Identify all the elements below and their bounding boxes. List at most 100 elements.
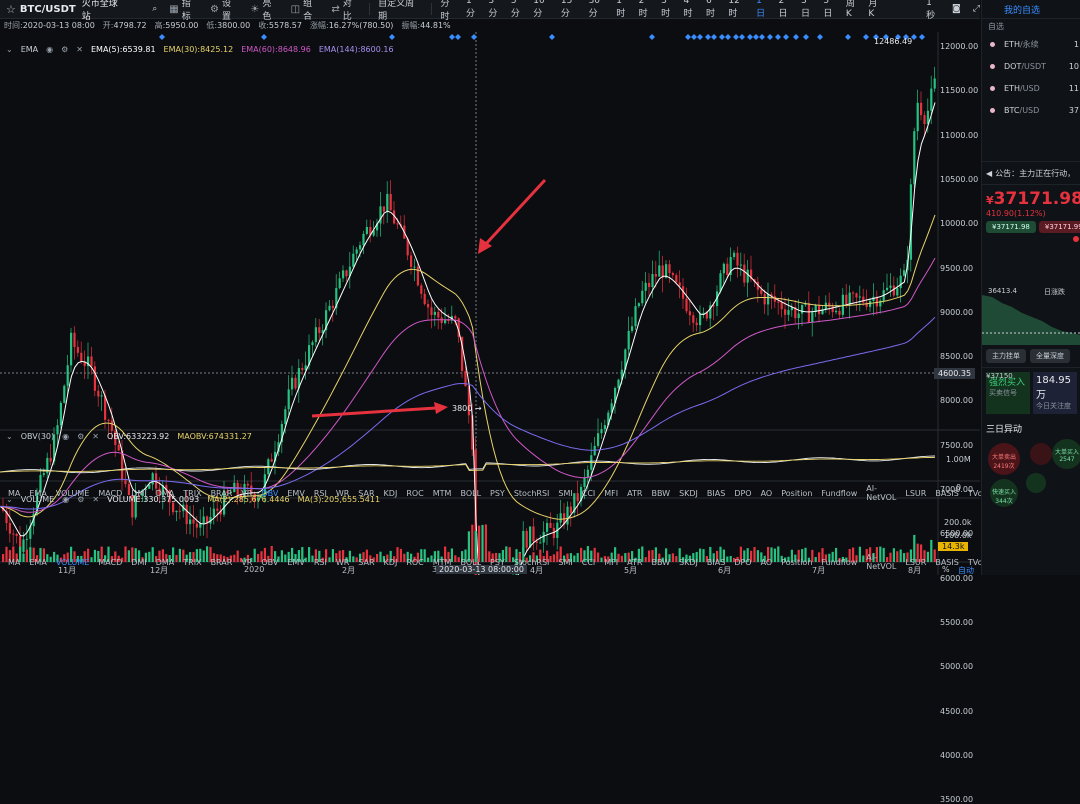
indicator-tab[interactable]: BOLL bbox=[460, 488, 482, 498]
watchlist-item[interactable]: DOT/USDT 10 bbox=[982, 55, 1080, 77]
indicator-tab[interactable]: ROC bbox=[406, 488, 424, 498]
fullscreen-icon[interactable]: ⤢ bbox=[972, 4, 980, 14]
symbol-label[interactable]: BTC/USDT bbox=[19, 3, 76, 15]
price-chart[interactable] bbox=[0, 32, 980, 575]
toolbar-indicator-button[interactable]: ▦ 指标 bbox=[169, 0, 198, 22]
percent-toggle[interactable]: % bbox=[942, 565, 950, 574]
interval-1[interactable]: 1分 bbox=[465, 0, 475, 19]
indicator-tab[interactable]: BRAR bbox=[210, 557, 233, 567]
close-icon[interactable]: ✕ bbox=[92, 432, 99, 441]
indicator-tab[interactable]: BRAR bbox=[210, 488, 233, 498]
search-icon[interactable]: ⌕ bbox=[152, 4, 158, 14]
indicator-tab[interactable]: EMV bbox=[287, 488, 305, 498]
custom-period-button[interactable]: 自定义周期 bbox=[378, 0, 415, 22]
indicator-tab[interactable]: DMA bbox=[155, 488, 175, 498]
indicator-tab[interactable]: AO bbox=[760, 488, 773, 498]
interval-9[interactable]: 3时 bbox=[661, 0, 671, 19]
collapse-icon[interactable]: ⌄ bbox=[6, 45, 13, 54]
interval-5[interactable]: 15分 bbox=[560, 0, 573, 19]
indicator-tab[interactable]: VR bbox=[241, 557, 253, 567]
announcement-bar[interactable]: ◀ 公告：主力正在行动， bbox=[982, 161, 1080, 185]
indicator-tab[interactable]: SAR bbox=[358, 488, 375, 498]
indicator-tab[interactable]: OBV bbox=[261, 488, 279, 498]
star-icon[interactable]: ☆ bbox=[6, 2, 16, 16]
settings-icon[interactable]: ⚙ bbox=[77, 432, 85, 441]
eye-icon[interactable]: ◉ bbox=[62, 495, 70, 504]
indicator-tab[interactable]: BOLL bbox=[460, 557, 482, 567]
indicator-tab[interactable]: LSUR bbox=[905, 557, 927, 567]
indicator-tab[interactable]: StochRSI bbox=[513, 557, 550, 567]
interval-8[interactable]: 2时 bbox=[638, 0, 648, 19]
indicator-tab[interactable]: PSY bbox=[490, 557, 505, 567]
indicator-tab[interactable]: SKDJ bbox=[679, 557, 698, 567]
exchange-label[interactable]: 火币全球站 bbox=[81, 0, 118, 22]
indicator-tab[interactable]: ATR bbox=[627, 488, 643, 498]
indicator-tab[interactable]: DMI bbox=[131, 488, 147, 498]
indicator-tab[interactable]: KDJ bbox=[383, 488, 398, 498]
close-icon[interactable]: ✕ bbox=[76, 45, 83, 54]
indicator-tab[interactable]: ROC bbox=[406, 557, 424, 567]
indicator-tab[interactable]: MTM bbox=[432, 557, 452, 567]
interval-6[interactable]: 30分 bbox=[588, 0, 601, 19]
indicator-tab[interactable]: BASIS bbox=[935, 557, 959, 567]
interval-0[interactable]: 分时 bbox=[440, 0, 450, 22]
indicator-tab[interactable]: TRIX bbox=[183, 488, 202, 498]
indicator-tab[interactable]: DMA bbox=[155, 557, 175, 567]
toolbar-combo-button[interactable]: ◫ 组合 bbox=[291, 0, 320, 22]
indicator-tab[interactable]: ATR bbox=[627, 557, 643, 567]
full-depth-button[interactable]: 全量深度 bbox=[1030, 349, 1070, 363]
indicator-tab[interactable]: BIAS bbox=[706, 488, 726, 498]
indicator-tab[interactable]: StochRSI bbox=[513, 488, 550, 498]
toolbar-compare-button[interactable]: ⇄ 对比 bbox=[331, 0, 359, 22]
indicator-tab[interactable]: CCI bbox=[581, 557, 596, 567]
interval-11[interactable]: 6时 bbox=[705, 0, 715, 19]
watchlist-item[interactable]: ETH/USD 11 bbox=[982, 77, 1080, 99]
watchlist-item[interactable]: BTC/USD 37 bbox=[982, 99, 1080, 121]
indicator-tab[interactable]: AI-NetVOL bbox=[866, 553, 897, 571]
eye-icon[interactable]: ◉ bbox=[62, 432, 70, 441]
auto-toggle[interactable]: 自动 bbox=[958, 566, 974, 575]
indicator-tab[interactable]: RSI bbox=[313, 488, 327, 498]
bubble-fast-rise[interactable] bbox=[1026, 473, 1046, 493]
indicator-tab[interactable]: TRIX bbox=[183, 557, 202, 567]
indicator-tab[interactable]: Position bbox=[781, 488, 813, 498]
settings-icon[interactable]: ⚙ bbox=[61, 45, 69, 54]
indicator-tab[interactable]: Fundflow bbox=[821, 557, 858, 567]
bubble-small[interactable] bbox=[1030, 443, 1052, 465]
interval-3[interactable]: 5分 bbox=[510, 0, 520, 19]
interval-7[interactable]: 1时 bbox=[616, 0, 626, 19]
refresh-rate-label[interactable]: 1秒 bbox=[926, 0, 936, 21]
indicator-tab[interactable]: RSI bbox=[313, 557, 327, 567]
indicator-tab[interactable]: CCI bbox=[581, 488, 596, 498]
indicator-tab[interactable]: OBV bbox=[261, 557, 279, 567]
watchlist-item[interactable]: ETH/永续 1 bbox=[982, 33, 1080, 55]
indicator-tab[interactable]: MFI bbox=[604, 557, 619, 567]
indicator-tab[interactable]: AO bbox=[760, 557, 773, 567]
eye-icon[interactable]: ◉ bbox=[46, 45, 54, 54]
indicator-tab[interactable]: VOLUME bbox=[55, 557, 90, 567]
indicator-tab[interactable]: BBW bbox=[651, 557, 671, 567]
indicator-tab[interactable]: BBW bbox=[651, 488, 671, 498]
interval-16[interactable]: 5日 bbox=[823, 0, 833, 19]
indicator-tab[interactable]: Fundflow bbox=[821, 488, 858, 498]
indicator-tab[interactable]: SKDJ bbox=[679, 488, 698, 498]
indicator-tab[interactable]: SMI bbox=[558, 557, 573, 567]
indicator-tab[interactable]: SAR bbox=[358, 557, 375, 567]
buy-signal-card[interactable]: 强烈买入 买卖信号 bbox=[986, 372, 1030, 414]
indicator-tab[interactable]: DPO bbox=[734, 557, 752, 567]
indicator-tab[interactable]: BIAS bbox=[706, 557, 726, 567]
close-icon[interactable]: ✕ bbox=[92, 495, 100, 504]
indicator-tab[interactable]: AI-NetVOL bbox=[866, 484, 897, 502]
indicator-tab[interactable]: PSY bbox=[490, 488, 505, 498]
main-orders-button[interactable]: 主力挂单 bbox=[986, 349, 1026, 363]
indicator-tab[interactable]: WR bbox=[335, 557, 350, 567]
indicator-tab[interactable]: LSUR bbox=[905, 488, 927, 498]
toolbar-theme-button[interactable]: ☀ 亮色 bbox=[250, 0, 278, 22]
attention-card[interactable]: 184.95万 今日关注度 bbox=[1033, 372, 1077, 414]
interval-10[interactable]: 4时 bbox=[683, 0, 693, 19]
indicator-tab[interactable]: EMV bbox=[287, 557, 305, 567]
indicator-tab[interactable]: SMI bbox=[558, 488, 573, 498]
interval-12[interactable]: 12时 bbox=[728, 0, 740, 19]
interval-2[interactable]: 3分 bbox=[488, 0, 498, 19]
bubble-fast-buy[interactable]: 快速买入 344次 bbox=[990, 479, 1018, 507]
